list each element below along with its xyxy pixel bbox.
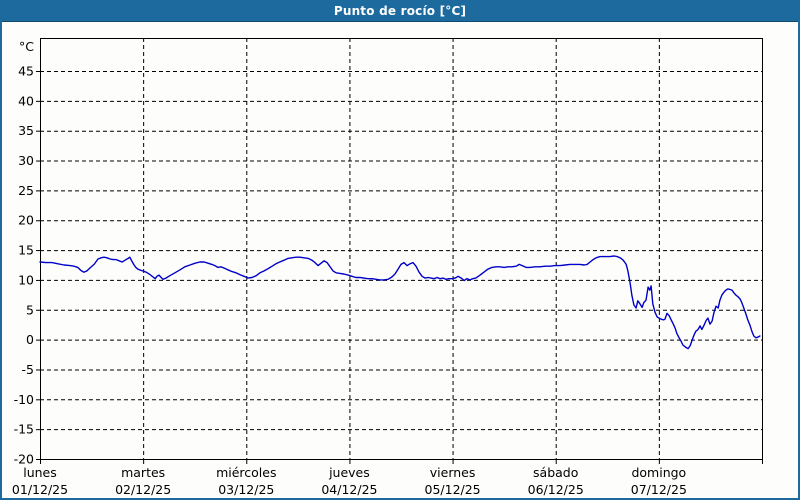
- y-tick-label-45: 45: [18, 64, 34, 79]
- x-day-name-4: viernes: [430, 465, 476, 480]
- plot-frame: [40, 38, 763, 460]
- x-day-name-1: martes: [121, 465, 165, 480]
- x-day-name-0: lunes: [23, 465, 57, 480]
- y-tick-label-40: 40: [18, 93, 34, 108]
- y-tick-label-25: 25: [18, 183, 34, 198]
- gridlines: [40, 38, 762, 459]
- y-tick-label--10: -10: [14, 392, 34, 407]
- y-tick-label-30: 30: [18, 153, 34, 168]
- y-tick-label-20: 20: [18, 213, 34, 228]
- y-tick-label--15: -15: [14, 422, 34, 437]
- x-day-date-3: 04/12/25: [321, 482, 377, 497]
- x-day-date-6: 07/12/25: [631, 482, 687, 497]
- y-tick-label--20: -20: [14, 452, 34, 467]
- x-day-date-0: 01/12/25: [12, 482, 68, 497]
- y-axis-unit-label: °C: [19, 39, 34, 54]
- series-line-Punto de rocío: [39, 255, 761, 350]
- x-day-date-4: 05/12/25: [425, 482, 481, 497]
- x-day-date-5: 06/12/25: [528, 482, 584, 497]
- x-day-name-6: domingo: [631, 465, 686, 480]
- axes: [36, 38, 763, 464]
- y-tick-label-35: 35: [18, 123, 34, 138]
- y-tick-label--5: -5: [22, 362, 34, 377]
- y-tick-label-10: 10: [18, 272, 34, 287]
- x-day-name-5: sábado: [533, 465, 578, 480]
- x-day-name-2: miércoles: [216, 465, 276, 480]
- axis-labels: 45 40 35 30 25 20 15 10 5 0 -5 -10 -15 -20 °C lunes 01/1…: [12, 39, 687, 497]
- x-day-name-3: jueves: [328, 465, 370, 480]
- y-tick-label-5: 5: [26, 302, 34, 317]
- window-titlebar: Punto de rocío [°C]: [2, 2, 798, 22]
- page-title: Punto de rocío [°C]: [333, 4, 467, 18]
- x-day-date-2: 03/12/25: [218, 482, 274, 497]
- y-tick-label-15: 15: [18, 243, 34, 258]
- y-tick-label-0: 0: [26, 332, 34, 347]
- x-day-date-1: 02/12/25: [115, 482, 171, 497]
